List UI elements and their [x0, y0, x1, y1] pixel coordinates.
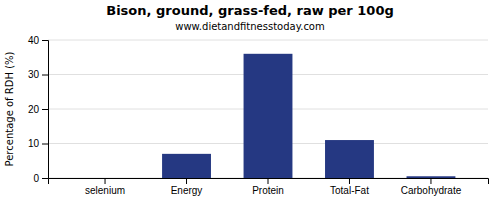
x-tick-mark [430, 178, 431, 184]
y-tick: 20 [28, 104, 48, 115]
x-axis-line [49, 179, 489, 185]
y-tick: 10 [28, 138, 48, 149]
subtitle: www.dietandfitnesstoday.com [175, 21, 324, 32]
bars [162, 54, 455, 178]
y-tick-label: 40 [28, 35, 40, 46]
y-axis-line [42, 41, 49, 179]
x-tick-label: Protein [252, 185, 284, 196]
x-tick: Protein [252, 178, 284, 196]
x-axis: selenium Energy Protein Total-Fat Carbohydra… [49, 178, 489, 196]
y-axis: 0 10 20 30 40 [28, 35, 49, 184]
bar [325, 140, 374, 178]
x-tick-label: selenium [85, 185, 125, 196]
x-tick-mark [349, 178, 350, 184]
x-tick: Total-Fat [330, 178, 369, 196]
title: Bison, ground, grass-fed, raw per 100g [106, 3, 394, 18]
y-tick-label: 0 [33, 173, 39, 184]
chart: Bison, ground, grass-fed, raw per 100g ww… [0, 0, 500, 200]
y-tick-label: 20 [28, 104, 40, 115]
y-tick-mark [42, 109, 48, 110]
grid-line [48, 40, 488, 41]
x-tick: Energy [171, 178, 203, 196]
y-axis-title: Percentage of RDH (%) [4, 51, 15, 166]
x-tick-mark [186, 178, 187, 184]
y-tick-mark [42, 144, 48, 145]
y-tick-label: 10 [28, 138, 40, 149]
x-tick: Carbohydrate [401, 178, 462, 196]
plot: selenium Energy Protein Total-Fat Carbohydra… [28, 35, 489, 196]
y-tick: 0 [33, 173, 48, 184]
x-tick: selenium [85, 178, 125, 196]
y-tick-mark [42, 40, 48, 41]
y-tick-mark [42, 178, 48, 179]
grid [48, 40, 488, 178]
bar [407, 176, 456, 178]
y-tick: 40 [28, 35, 48, 46]
y-tick-mark [42, 75, 48, 76]
x-tick-mark [268, 178, 269, 184]
x-tick-label: Total-Fat [330, 185, 369, 196]
bar [244, 54, 293, 178]
x-tick-mark [105, 178, 106, 184]
y-tick-label: 30 [28, 69, 40, 80]
y-tick: 30 [28, 69, 48, 80]
x-tick-label: Carbohydrate [401, 185, 462, 196]
bar [81, 178, 130, 179]
bar [162, 154, 211, 178]
x-tick-label: Energy [171, 185, 203, 196]
